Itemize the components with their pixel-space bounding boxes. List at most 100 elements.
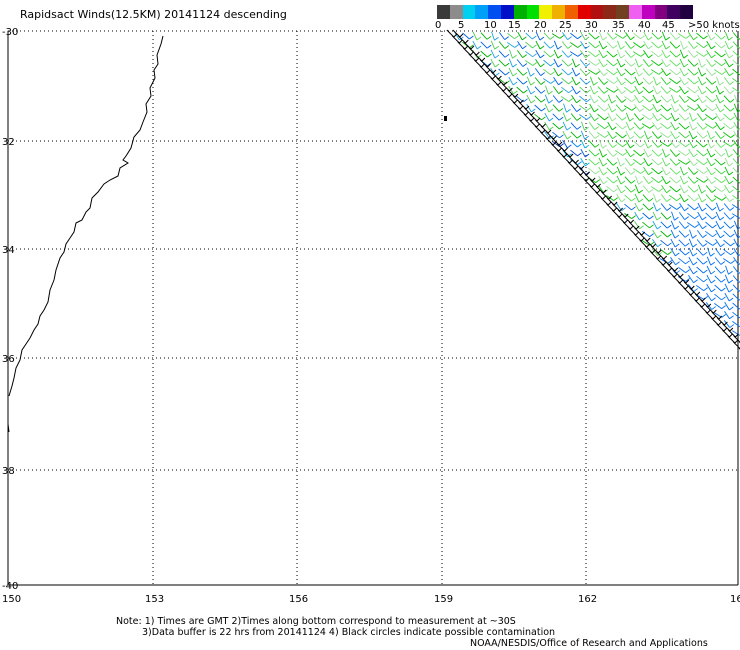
wind-barb xyxy=(679,67,685,77)
contamination-barb-flag xyxy=(712,315,717,320)
wind-barb xyxy=(553,76,559,86)
wind-barb xyxy=(732,167,740,175)
wind-barb-flag xyxy=(720,243,725,248)
contamination-barb-flag xyxy=(646,243,651,248)
wind-barb xyxy=(670,229,676,239)
wind-barb-flag xyxy=(602,171,608,176)
wind-barb xyxy=(679,58,685,68)
wind-barb xyxy=(508,67,514,77)
wind-barb xyxy=(580,148,586,158)
wind-barb-flag xyxy=(702,108,707,113)
wind-barb-flag xyxy=(712,242,718,246)
wind-barb-flag xyxy=(674,225,679,230)
island xyxy=(444,116,447,121)
wind-barb-flag xyxy=(620,171,625,176)
wind-barb xyxy=(687,59,695,67)
wind-barb xyxy=(661,58,667,68)
wind-barb-flag xyxy=(702,234,707,238)
wind-barb xyxy=(651,176,659,184)
wind-barb xyxy=(696,131,704,139)
wind-barb xyxy=(714,69,722,75)
wind-barb xyxy=(624,213,632,219)
wind-barb-flag xyxy=(647,144,653,149)
wind-barb xyxy=(678,239,686,247)
wind-barb xyxy=(661,184,667,194)
wind-barb-flag xyxy=(539,36,545,41)
legend-swatch xyxy=(552,5,565,19)
wind-barb-flag xyxy=(720,152,726,157)
wind-barb xyxy=(670,103,676,113)
wind-barb xyxy=(723,239,731,247)
wind-barb xyxy=(553,67,559,77)
wind-barb xyxy=(516,68,524,76)
wind-barb xyxy=(642,114,650,120)
contamination-barb-flag xyxy=(712,309,717,314)
wind-barb-flag xyxy=(531,108,536,113)
contamination-barb-flag xyxy=(608,195,612,200)
wind-barb-flag xyxy=(666,81,672,85)
wind-barb-flag xyxy=(721,62,726,67)
wind-barb-flag xyxy=(631,197,636,202)
wind-barb xyxy=(723,86,731,94)
wind-barb-flag xyxy=(674,117,680,122)
wind-barb-flag xyxy=(693,270,698,275)
wind-barb xyxy=(498,59,506,67)
wind-barb xyxy=(660,132,668,138)
contamination-barb-flag xyxy=(475,57,480,62)
wind-barb xyxy=(480,50,488,58)
wind-barb-flag xyxy=(621,116,627,121)
wind-barb-flag xyxy=(657,234,662,239)
wind-barb-flag xyxy=(612,170,618,175)
wind-barb xyxy=(713,312,723,318)
wind-barb-flag xyxy=(693,180,699,184)
wind-barb-flag xyxy=(548,99,553,104)
wind-barb-flag xyxy=(702,126,708,130)
wind-barb xyxy=(615,113,623,121)
contamination-barb-flag xyxy=(597,183,601,188)
wind-barb xyxy=(642,104,650,112)
wind-barb-flag xyxy=(683,189,689,194)
wind-barb xyxy=(579,114,587,120)
wind-barb xyxy=(713,195,723,201)
wind-barb-flag xyxy=(550,71,555,76)
wind-barb-flag xyxy=(721,170,726,175)
wind-barb xyxy=(544,94,550,104)
wind-barb xyxy=(731,213,740,219)
wind-barb xyxy=(616,184,622,194)
wind-barb-flag xyxy=(495,72,500,77)
wind-barb-flag xyxy=(711,45,716,50)
wind-barb-flag xyxy=(620,189,626,194)
wind-barb-flag xyxy=(649,98,654,103)
wind-barb-flag xyxy=(585,72,591,76)
wind-barb xyxy=(705,59,713,67)
wind-barb-flag xyxy=(566,117,571,122)
wind-barb xyxy=(588,41,596,49)
wind-barb xyxy=(679,166,685,176)
wind-barb xyxy=(660,86,668,94)
note-line-1: Note: 1) Times are GMT 2)Times along bot… xyxy=(116,616,516,627)
wind-barb xyxy=(579,86,587,94)
wind-barb xyxy=(598,148,604,158)
wind-barb-flag xyxy=(685,35,691,39)
wind-barb-flag xyxy=(630,62,636,67)
wind-barb-flag xyxy=(638,207,644,212)
contamination-barb-flag xyxy=(541,129,546,134)
wind-barb-flag xyxy=(613,80,618,84)
wind-barb-flag xyxy=(620,54,626,59)
wind-barb-flag xyxy=(683,63,689,68)
wind-barb-flag xyxy=(711,72,717,76)
wind-barb-flag xyxy=(684,233,690,238)
wind-barb-flag xyxy=(576,134,582,139)
wind-barb-flag xyxy=(684,216,689,220)
wind-barb xyxy=(696,248,704,256)
wind-barb xyxy=(661,166,667,176)
wind-barb-flag xyxy=(504,36,509,40)
wind-barb xyxy=(679,193,685,203)
wind-barb-flag xyxy=(530,72,535,77)
contamination-barb-flag xyxy=(547,135,551,140)
wind-barb-flag xyxy=(577,143,582,148)
legend-swatch xyxy=(680,5,693,19)
wind-barb xyxy=(588,167,596,175)
wind-barb-flag xyxy=(675,144,680,149)
wind-barb-flag xyxy=(568,98,574,102)
